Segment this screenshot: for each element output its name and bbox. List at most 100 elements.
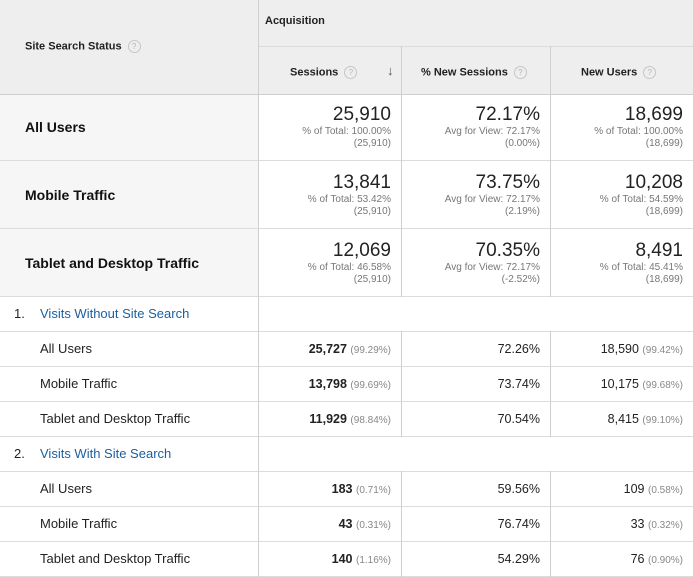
- row-label: Tablet and Desktop Traffic: [40, 551, 191, 566]
- new-users-value: 76: [630, 552, 645, 566]
- summary-new-sessions-line2: (-2.52%): [501, 274, 540, 285]
- row-new-sessions: 54.29%: [497, 552, 540, 566]
- summary-new-sessions-line1: Avg for View: 72.17%: [444, 262, 540, 273]
- summary-sessions-line1: % of Total: 46.58%: [307, 262, 391, 273]
- summary-label-tablet-desktop: Tablet and Desktop Traffic: [25, 255, 199, 271]
- column-divider: [401, 471, 402, 577]
- row-sessions: 25,727 (99.29%): [309, 342, 391, 356]
- summary-new-users-value: 18,699: [624, 104, 683, 125]
- row-sessions: 13,798 (99.69%): [309, 377, 391, 391]
- row-label: Tablet and Desktop Traffic: [40, 411, 191, 426]
- row-sessions: 183 (0.71%): [332, 482, 391, 496]
- row-new-sessions: 59.56%: [497, 482, 540, 496]
- summary-sessions-line1: % of Total: 53.42%: [307, 194, 391, 205]
- row-label: Mobile Traffic: [40, 516, 118, 531]
- summary-sessions-line1: % of Total: 100.00%: [302, 126, 391, 137]
- new-users-value: 18,590: [600, 342, 639, 356]
- summary-new-sessions-line2: (2.19%): [504, 206, 540, 217]
- summary-new-sessions-line1: Avg for View: 72.17%: [444, 126, 540, 137]
- summary-new-sessions-line1: Avg for View: 72.17%: [444, 194, 540, 205]
- sessions-value: 13,798: [308, 377, 347, 391]
- help-icon[interactable]: ?: [643, 66, 657, 79]
- dimension-header[interactable]: Site Search Status?: [25, 40, 141, 53]
- sessions-value: 43: [338, 517, 353, 531]
- row-new-users: 76 (0.90%): [631, 552, 683, 566]
- help-icon[interactable]: ?: [513, 66, 527, 79]
- summary-background: [0, 95, 259, 296]
- group-number: 1.: [14, 306, 25, 321]
- new-users-value: 8,415: [607, 412, 639, 426]
- summary-sessions-value: 13,841: [332, 172, 391, 193]
- new-sessions-column-label: % New Sessions: [421, 66, 508, 79]
- summary-new-sessions-value: 70.35%: [475, 240, 540, 261]
- row-new-sessions: 76.74%: [497, 517, 540, 531]
- sessions-percent: (99.29%): [350, 345, 391, 356]
- column-divider: [550, 46, 551, 297]
- row-sessions: 43 (0.31%): [339, 517, 391, 531]
- new-users-percent: (99.68%): [642, 380, 683, 391]
- sessions-percent: (0.31%): [355, 520, 391, 531]
- new-users-percent: (99.42%): [642, 345, 683, 356]
- row-new-sessions: 73.74%: [497, 377, 540, 391]
- row-sessions: 140 (1.16%): [332, 552, 391, 566]
- row-sessions: 11,929 (98.84%): [309, 412, 391, 426]
- sort-descending-icon[interactable]: ↓: [387, 63, 394, 78]
- summary-sessions-line2: (25,910): [353, 274, 391, 285]
- new-users-column-label: New Users: [581, 66, 638, 79]
- sessions-percent: (1.16%): [355, 555, 391, 566]
- row-new-users: 33 (0.32%): [631, 517, 683, 531]
- summary-new-users-line2: (18,699): [645, 274, 683, 285]
- column-divider: [401, 46, 402, 297]
- summary-new-users-line2: (18,699): [645, 138, 683, 149]
- row-label: All Users: [40, 341, 93, 356]
- column-divider: [401, 331, 402, 437]
- summary-sessions-value: 12,069: [332, 240, 391, 261]
- dimension-header-label: Site Search Status: [25, 40, 122, 53]
- new-users-value: 109: [623, 482, 645, 496]
- column-divider: [258, 0, 259, 577]
- summary-label-mobile: Mobile Traffic: [25, 187, 116, 203]
- summary-new-sessions-line2: (0.00%): [504, 138, 540, 149]
- header-background: [0, 0, 693, 94]
- summary-new-users-value: 10,208: [624, 172, 683, 193]
- summary-sessions-line2: (25,910): [353, 138, 391, 149]
- group-link-with-search[interactable]: Visits With Site Search: [40, 446, 172, 461]
- sessions-value: 140: [331, 552, 353, 566]
- row-label: Mobile Traffic: [40, 376, 118, 391]
- sessions-column-header[interactable]: Sessions?: [290, 66, 358, 79]
- new-sessions-column-header[interactable]: % New Sessions?: [421, 66, 527, 79]
- summary-new-users-line1: % of Total: 100.00%: [594, 126, 683, 137]
- column-divider: [550, 471, 551, 577]
- new-users-value: 33: [630, 517, 645, 531]
- summary-new-sessions-value: 73.75%: [475, 172, 540, 193]
- new-users-percent: (0.32%): [647, 520, 683, 531]
- row-new-users: 109 (0.58%): [624, 482, 683, 496]
- sessions-value: 25,727: [308, 342, 347, 356]
- sessions-value: 183: [331, 482, 353, 496]
- column-divider: [550, 331, 551, 437]
- row-new-sessions: 72.26%: [497, 342, 540, 356]
- sessions-percent: (0.71%): [355, 485, 391, 496]
- summary-new-users-line1: % of Total: 45.41%: [599, 262, 683, 273]
- new-users-percent: (0.58%): [647, 485, 683, 496]
- summary-sessions-line2: (25,910): [353, 206, 391, 217]
- help-icon[interactable]: ?: [127, 40, 141, 53]
- sessions-percent: (99.69%): [350, 380, 391, 391]
- summary-new-users-value: 8,491: [635, 240, 683, 261]
- summary-new-users-line2: (18,699): [645, 206, 683, 217]
- help-icon[interactable]: ?: [344, 66, 358, 79]
- new-users-column-header[interactable]: New Users?: [581, 66, 657, 79]
- summary-new-sessions-value: 72.17%: [475, 104, 540, 125]
- group-number: 2.: [14, 446, 25, 461]
- new-users-percent: (0.90%): [647, 555, 683, 566]
- row-new-users: 10,175 (99.68%): [601, 377, 683, 391]
- row-new-users: 8,415 (99.10%): [608, 412, 683, 426]
- row-new-users: 18,590 (99.42%): [601, 342, 683, 356]
- row-label: All Users: [40, 481, 93, 496]
- group-link-without-search[interactable]: Visits Without Site Search: [40, 306, 190, 321]
- summary-new-users-line1: % of Total: 54.59%: [599, 194, 683, 205]
- new-users-value: 10,175: [600, 377, 639, 391]
- summary-label-all-users: All Users: [25, 119, 86, 135]
- sessions-percent: (98.84%): [350, 415, 391, 426]
